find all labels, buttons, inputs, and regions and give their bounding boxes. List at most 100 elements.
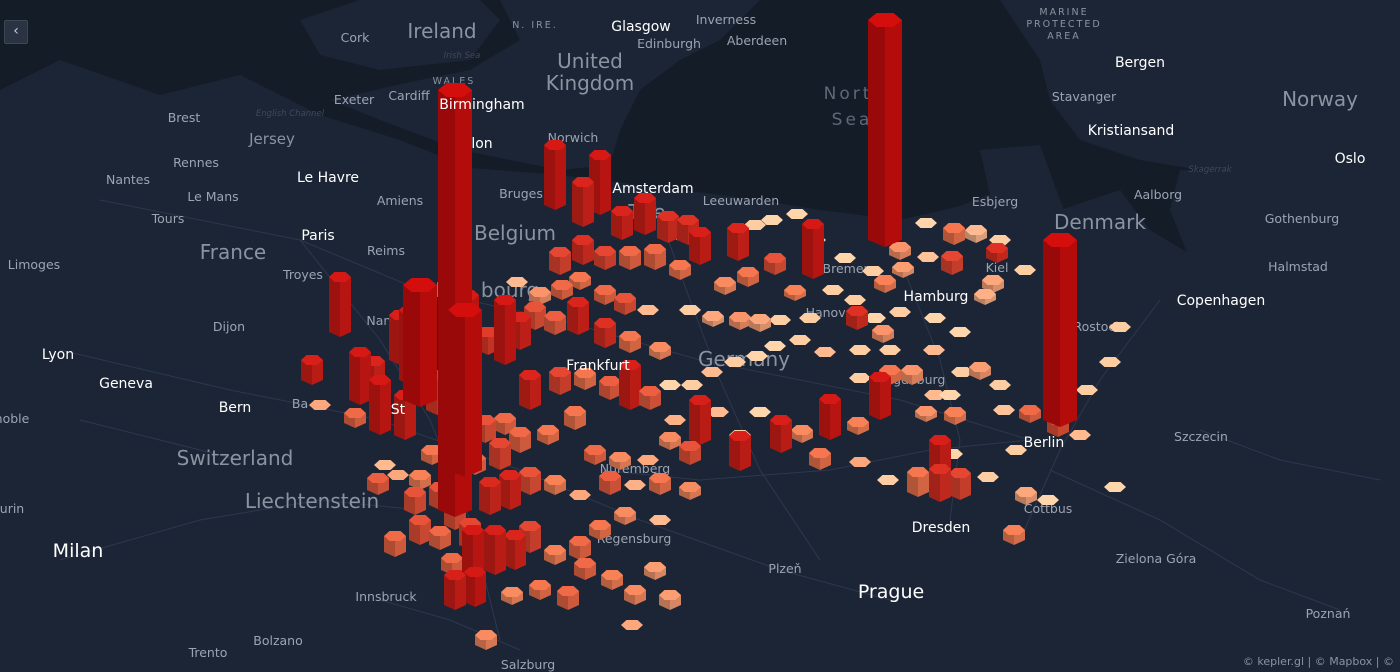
hex-bar[interactable] (479, 477, 501, 515)
hex-bar[interactable] (619, 360, 641, 410)
hex-bar[interactable] (901, 365, 923, 385)
hex-bar[interactable] (701, 367, 723, 377)
hex-bar[interactable] (679, 482, 701, 500)
hex-bar[interactable] (572, 235, 594, 265)
hex-bar[interactable] (769, 315, 791, 325)
hex-bar[interactable] (761, 215, 783, 225)
hex-bar[interactable] (484, 525, 506, 575)
hex-bar[interactable] (544, 311, 566, 335)
hex-bar[interactable] (1019, 405, 1041, 423)
hex-bar[interactable] (844, 295, 866, 305)
hex-bar[interactable] (822, 285, 844, 295)
hex-bar[interactable] (501, 587, 523, 605)
hex-bar[interactable] (409, 470, 431, 490)
hex-bar[interactable] (649, 515, 671, 525)
hex-bar[interactable] (549, 247, 571, 275)
hex-bar[interactable] (872, 325, 894, 343)
hex-bar[interactable] (939, 390, 961, 400)
hex-bar[interactable] (301, 355, 323, 385)
hex-bar[interactable] (564, 406, 586, 430)
hex-bar[interactable] (1099, 357, 1121, 367)
hex-bar[interactable] (849, 373, 871, 383)
hex-bar[interactable] (864, 313, 886, 323)
hex-bar[interactable] (574, 368, 596, 390)
hex-bar[interactable] (409, 515, 431, 545)
hex-bar-spike[interactable] (403, 278, 437, 407)
hex-bar[interactable] (879, 345, 901, 355)
hex-bar[interactable] (764, 253, 786, 275)
hex-bar[interactable] (702, 311, 724, 327)
hex-bar[interactable] (569, 272, 591, 290)
hex-bar[interactable] (819, 394, 841, 440)
hex-bar[interactable] (369, 375, 391, 435)
hex-bar[interactable] (746, 351, 768, 361)
hex-bar[interactable] (499, 470, 521, 510)
hex-bar[interactable] (727, 223, 749, 261)
hex-bar[interactable] (519, 467, 541, 495)
hex-bar[interactable] (509, 427, 531, 453)
hex-bar[interactable] (892, 262, 914, 278)
hex-bar[interactable] (619, 331, 641, 353)
hex-bar[interactable] (644, 562, 666, 580)
hex-bar[interactable] (809, 448, 831, 470)
hex-bar[interactable] (1069, 430, 1091, 440)
hex-bar[interactable] (621, 620, 643, 630)
hex-bar[interactable] (1037, 495, 1059, 505)
hex-bar[interactable] (519, 370, 541, 410)
hex-bar[interactable] (714, 277, 736, 295)
hex-bar[interactable] (384, 531, 406, 557)
hex-bar[interactable] (506, 277, 528, 287)
hex-bar[interactable] (862, 266, 884, 276)
hex-bar[interactable] (349, 347, 371, 405)
hex-bar[interactable] (404, 487, 426, 515)
hex-bar[interactable] (924, 313, 946, 323)
hex-bar[interactable] (814, 347, 836, 357)
hex-bar[interactable] (544, 140, 566, 210)
hex-bar-spike[interactable] (1043, 233, 1077, 427)
hex-bar[interactable] (429, 526, 451, 550)
hex-bar[interactable] (659, 432, 681, 450)
hex-bar[interactable] (791, 425, 813, 443)
hex-bar[interactable] (659, 590, 681, 610)
hex-bar[interactable] (679, 305, 701, 315)
hex-bar[interactable] (657, 211, 679, 243)
hex-bar[interactable] (544, 545, 566, 565)
hex-bar[interactable] (924, 390, 946, 400)
hex-bar[interactable] (834, 253, 856, 263)
hex-bar[interactable] (489, 438, 511, 470)
hex-bar[interactable] (594, 246, 616, 270)
hex-bar[interactable] (529, 287, 551, 305)
hex-bar[interactable] (986, 243, 1008, 263)
hex-bar[interactable] (637, 455, 659, 465)
hex-bar[interactable] (949, 327, 971, 337)
hex-bar[interactable] (993, 405, 1015, 415)
hex-bar[interactable] (915, 406, 937, 422)
hex-bar[interactable] (889, 242, 911, 260)
hex-bar[interactable] (557, 586, 579, 610)
hex-bar[interactable] (367, 473, 389, 495)
hex-bar[interactable] (786, 209, 808, 219)
hex-bar[interactable] (923, 345, 945, 355)
hex-bar[interactable] (749, 314, 771, 332)
hex-bar-spike[interactable] (448, 303, 482, 477)
hex-bar[interactable] (574, 558, 596, 580)
hex-bar[interactable] (549, 367, 571, 395)
hex-bar[interactable] (614, 293, 636, 315)
hex-bar[interactable] (749, 407, 771, 417)
hex-bar[interactable] (344, 408, 366, 428)
hex-bar[interactable] (965, 225, 987, 243)
hex-bar[interactable] (614, 507, 636, 525)
hex-bar[interactable] (729, 431, 751, 471)
hex-bar[interactable] (874, 275, 896, 293)
hex-bar[interactable] (889, 307, 911, 317)
hex-bar[interactable] (611, 206, 633, 240)
hex-bar[interactable] (594, 318, 616, 348)
hex-bar[interactable] (846, 306, 868, 330)
hex-bar[interactable] (537, 425, 559, 445)
hex-bar[interactable] (329, 272, 351, 337)
hex-bar[interactable] (949, 468, 971, 500)
hex-bar[interactable] (572, 177, 594, 227)
hex-bar[interactable] (1005, 445, 1027, 455)
hex-bar[interactable] (989, 235, 1011, 245)
hex-bar[interactable] (387, 470, 409, 480)
